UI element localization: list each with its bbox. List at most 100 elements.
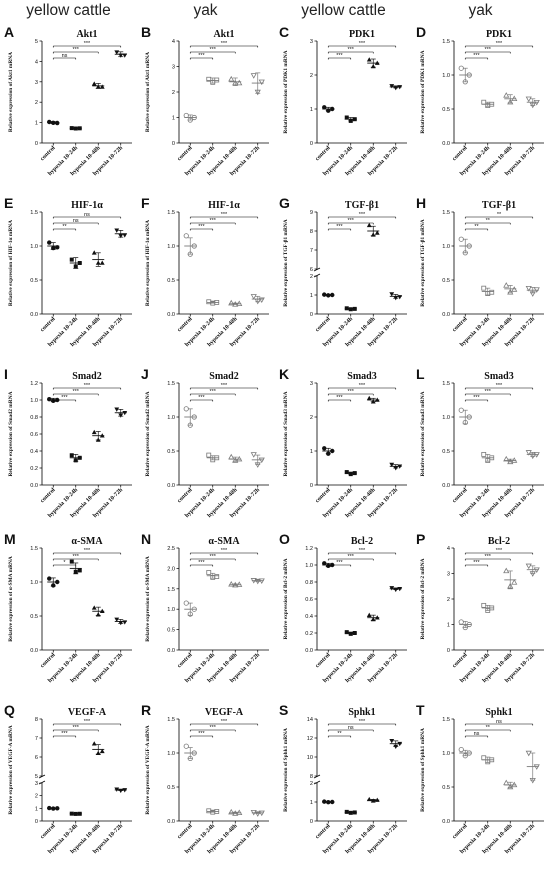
x-tick-label: control (40, 316, 57, 333)
y-tick-label: 1 (447, 623, 450, 629)
data-point (99, 260, 105, 265)
significance-label: *** (73, 47, 80, 53)
data-point (187, 611, 193, 617)
y-tick-label: 4 (447, 546, 450, 552)
data-point (187, 251, 193, 257)
data-point (206, 452, 212, 458)
data-point (250, 452, 257, 458)
y-tick-label: 0 (310, 483, 313, 489)
y-tick-label: 0.0 (30, 312, 38, 318)
x-tick-label: control (452, 316, 469, 333)
y-axis-label: Relative expression of PDK1 mRNA (283, 50, 289, 133)
panel-letter: P (416, 531, 425, 547)
y-tick-label: 1.0 (442, 751, 450, 757)
y-tick-label: 0 (310, 819, 313, 825)
panel-title: Smad3 (484, 371, 513, 382)
y-tick-label: 0.5 (167, 628, 175, 634)
data-point (214, 77, 220, 83)
data-point (352, 631, 357, 635)
data-point (322, 561, 327, 566)
panel-E: E HIF-1α Relative expression of HIF-1α mRN… (4, 195, 132, 348)
data-point (344, 115, 349, 120)
data-point (47, 396, 52, 402)
data-point (481, 602, 487, 608)
y-axis-label: Relative expression of TGF-β1 mRNA (283, 219, 289, 306)
data-point (183, 600, 189, 606)
y-tick-label: 2.0 (167, 566, 175, 572)
significance-label: *** (198, 395, 205, 401)
data-point (322, 105, 327, 110)
data-point (374, 797, 380, 802)
significance-label: *** (485, 47, 492, 53)
data-point (397, 741, 403, 747)
data-point (99, 608, 105, 614)
data-point (344, 306, 349, 311)
data-point (122, 233, 128, 238)
data-point (77, 126, 82, 131)
x-tick-label: control (452, 823, 469, 840)
data-point (326, 451, 331, 456)
data-point (322, 799, 327, 804)
data-point (322, 292, 327, 297)
data-point (330, 106, 335, 112)
data-point (481, 755, 487, 761)
data-point (344, 809, 349, 814)
y-tick-label: 1 (310, 293, 313, 299)
data-point (330, 292, 335, 298)
data-point (352, 117, 357, 122)
panel-I: I Smad2 Relative expression of Smad2 mRNA 0… (4, 366, 132, 519)
y-tick-label: 1.5 (167, 381, 175, 387)
y-tick-label: 0.5 (442, 449, 450, 455)
y-tick-label: 1.5 (167, 587, 175, 593)
significance-label: *** (496, 41, 503, 47)
panel-letter: T (416, 702, 425, 718)
data-point (183, 406, 189, 412)
data-point (489, 605, 495, 611)
data-point (503, 455, 510, 462)
data-point (533, 452, 540, 458)
data-point (236, 809, 243, 816)
data-point (533, 100, 540, 106)
y-tick-label: 0.5 (167, 278, 175, 284)
data-point (366, 612, 372, 617)
column-header-yellow-cattle-1: yellow cattle (26, 2, 111, 19)
data-point (330, 799, 335, 805)
data-point (374, 615, 380, 620)
x-tick-label: control (40, 823, 57, 840)
data-point (481, 285, 487, 291)
y-tick-label: 1 (35, 121, 38, 127)
panel-T: T Sphk1 Relative expression of Sphk1 mRNA 0… (416, 702, 544, 855)
y-tick-label: 0.8 (305, 580, 313, 586)
significance-label: *** (61, 395, 68, 401)
data-point (47, 119, 52, 125)
data-point (77, 261, 82, 265)
y-tick-label: 2 (310, 781, 313, 787)
y-tick-label: 8 (310, 774, 313, 780)
y-tick-label: 3 (172, 65, 175, 71)
data-point (191, 243, 197, 249)
data-point (511, 286, 518, 292)
data-point (348, 472, 353, 477)
data-point (511, 95, 518, 101)
y-tick-label: 0.0 (442, 819, 450, 825)
data-point (529, 102, 536, 109)
data-point (47, 576, 52, 581)
data-point (344, 630, 349, 635)
significance-label: *** (210, 389, 217, 395)
data-point (95, 260, 101, 265)
y-tick-label: 1 (35, 806, 38, 812)
significance-label: *** (221, 212, 228, 218)
y-tick-label: 0.0 (305, 648, 313, 654)
x-tick-label: control (177, 487, 194, 504)
panel-letter: J (141, 366, 149, 382)
data-point (214, 574, 220, 579)
y-tick-label: 0.6 (305, 597, 313, 603)
significance-label: ns (474, 731, 480, 737)
panel-letter: F (141, 195, 150, 211)
data-point (73, 126, 78, 131)
significance-label: ** (474, 224, 479, 230)
data-point (206, 808, 212, 814)
significance-label: *** (485, 554, 492, 560)
significance-label: ns (496, 719, 502, 725)
significance-label: *** (198, 560, 205, 566)
